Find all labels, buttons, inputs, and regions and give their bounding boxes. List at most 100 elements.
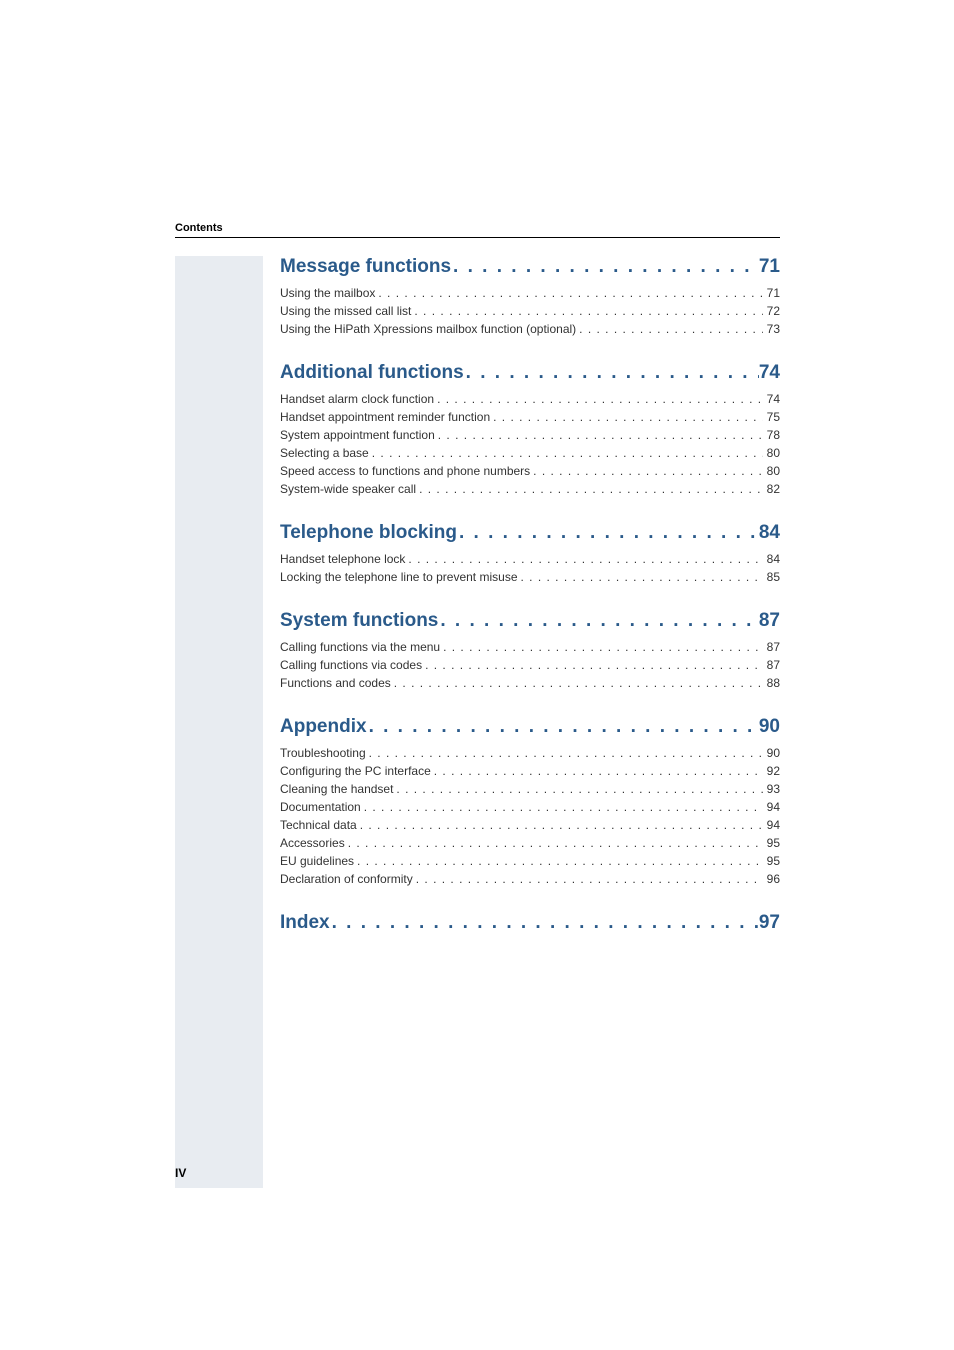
section-heading[interactable]: Telephone blocking . . . . . . . . . . .… xyxy=(280,522,780,544)
toc-entry[interactable]: Using the missed call list . . . . . . .… xyxy=(280,302,780,320)
section-page: 87 xyxy=(759,610,780,632)
toc-entry[interactable]: System appointment function . . . . . . … xyxy=(280,426,780,444)
entry-leader-dots: . . . . . . . . . . . . . . . . . . . . … xyxy=(411,302,762,320)
section-heading[interactable]: System functions . . . . . . . . . . . .… xyxy=(280,610,780,632)
section-title: Message functions xyxy=(280,256,451,278)
entry-page: 92 xyxy=(763,762,780,780)
entry-title: Troubleshooting xyxy=(280,744,366,762)
toc-section: Message functions . . . . . . . . . . . … xyxy=(280,256,780,338)
entry-title: Handset telephone lock xyxy=(280,550,405,568)
toc-entry[interactable]: Cleaning the handset . . . . . . . . . .… xyxy=(280,780,780,798)
entry-leader-dots: . . . . . . . . . . . . . . . . . . . . … xyxy=(375,284,762,302)
page-number: IV xyxy=(175,1166,186,1180)
section-heading[interactable]: Index . . . . . . . . . . . . . . . . . … xyxy=(280,912,780,934)
entry-title: Documentation xyxy=(280,798,361,816)
entry-title: Declaration of conformity xyxy=(280,870,413,888)
entry-leader-dots: . . . . . . . . . . . . . . . . . . . . … xyxy=(345,834,763,852)
section-page: 71 xyxy=(759,256,780,278)
entry-leader-dots: . . . . . . . . . . . . . . . . . . . . … xyxy=(422,656,763,674)
entry-leader-dots: . . . . . . . . . . . . . . . . . . . . … xyxy=(431,762,763,780)
entry-title: Functions and codes xyxy=(280,674,391,692)
toc-entry[interactable]: Using the mailbox . . . . . . . . . . . … xyxy=(280,284,780,302)
section-heading[interactable]: Appendix . . . . . . . . . . . . . . . .… xyxy=(280,716,780,738)
entry-page: 85 xyxy=(763,568,780,586)
entry-page: 71 xyxy=(763,284,780,302)
section-heading[interactable]: Message functions . . . . . . . . . . . … xyxy=(280,256,780,278)
entry-title: Locking the telephone line to prevent mi… xyxy=(280,568,518,586)
entry-leader-dots: . . . . . . . . . . . . . . . . . . . . … xyxy=(369,444,763,462)
entry-title: Cleaning the handset xyxy=(280,780,393,798)
entry-title: System-wide speaker call xyxy=(280,480,416,498)
toc-section: Appendix . . . . . . . . . . . . . . . .… xyxy=(280,716,780,888)
entry-leader-dots: . . . . . . . . . . . . . . . . . . . . … xyxy=(357,816,763,834)
toc-entry[interactable]: Declaration of conformity . . . . . . . … xyxy=(280,870,780,888)
toc-entry[interactable]: Functions and codes . . . . . . . . . . … xyxy=(280,674,780,692)
entry-page: 93 xyxy=(763,780,780,798)
entry-page: 72 xyxy=(763,302,780,320)
entry-title: Speed access to functions and phone numb… xyxy=(280,462,530,480)
toc-entry[interactable]: Configuring the PC interface . . . . . .… xyxy=(280,762,780,780)
entry-page: 82 xyxy=(763,480,780,498)
toc-entry[interactable]: Calling functions via codes . . . . . . … xyxy=(280,656,780,674)
entry-leader-dots: . . . . . . . . . . . . . . . . . . . . … xyxy=(354,852,763,870)
toc-entry[interactable]: Locking the telephone line to prevent mi… xyxy=(280,568,780,586)
entry-page: 87 xyxy=(763,638,780,656)
entry-page: 90 xyxy=(763,744,780,762)
toc-entry[interactable]: Technical data . . . . . . . . . . . . .… xyxy=(280,816,780,834)
header-label: Contents xyxy=(175,222,223,234)
entry-title: Accessories xyxy=(280,834,345,852)
section-title: Appendix xyxy=(280,716,367,738)
entry-leader-dots: . . . . . . . . . . . . . . . . . . . . … xyxy=(434,390,763,408)
section-page: 97 xyxy=(759,912,780,934)
entry-leader-dots: . . . . . . . . . . . . . . . . . . . . … xyxy=(576,320,762,338)
entry-title: System appointment function xyxy=(280,426,435,444)
section-title: Additional functions xyxy=(280,362,464,384)
toc-section: Additional functions . . . . . . . . . .… xyxy=(280,362,780,498)
toc-entry[interactable]: Documentation . . . . . . . . . . . . . … xyxy=(280,798,780,816)
toc-entry[interactable]: Calling functions via the menu . . . . .… xyxy=(280,638,780,656)
entry-page: 94 xyxy=(763,816,780,834)
section-leader-dots: . . . . . . . . . . . . . . . . . . . . … xyxy=(438,610,758,632)
section-leader-dots: . . . . . . . . . . . . . . . . . . . . … xyxy=(464,362,759,384)
entry-page: 95 xyxy=(763,834,780,852)
entry-page: 87 xyxy=(763,656,780,674)
entry-page: 80 xyxy=(763,444,780,462)
entry-page: 74 xyxy=(763,390,780,408)
entry-title: Calling functions via the menu xyxy=(280,638,440,656)
section-title: System functions xyxy=(280,610,438,632)
entry-title: Configuring the PC interface xyxy=(280,762,431,780)
header-rule xyxy=(175,237,780,238)
entry-title: Handset alarm clock function xyxy=(280,390,434,408)
section-page: 90 xyxy=(759,716,780,738)
toc-section: System functions . . . . . . . . . . . .… xyxy=(280,610,780,692)
entry-page: 78 xyxy=(763,426,780,444)
entry-leader-dots: . . . . . . . . . . . . . . . . . . . . … xyxy=(391,674,763,692)
entry-page: 95 xyxy=(763,852,780,870)
sidebar-band xyxy=(175,256,263,1188)
toc-entry[interactable]: Troubleshooting . . . . . . . . . . . . … xyxy=(280,744,780,762)
section-heading[interactable]: Additional functions . . . . . . . . . .… xyxy=(280,362,780,384)
toc-entry[interactable]: Speed access to functions and phone numb… xyxy=(280,462,780,480)
toc-entry[interactable]: EU guidelines . . . . . . . . . . . . . … xyxy=(280,852,780,870)
toc-section: Index . . . . . . . . . . . . . . . . . … xyxy=(280,912,780,934)
toc-entry[interactable]: Selecting a base . . . . . . . . . . . .… xyxy=(280,444,780,462)
section-leader-dots: . . . . . . . . . . . . . . . . . . . . … xyxy=(330,912,759,934)
entry-title: Calling functions via codes xyxy=(280,656,422,674)
toc-section: Telephone blocking . . . . . . . . . . .… xyxy=(280,522,780,586)
entry-leader-dots: . . . . . . . . . . . . . . . . . . . . … xyxy=(518,568,763,586)
entry-title: Using the mailbox xyxy=(280,284,375,302)
section-leader-dots: . . . . . . . . . . . . . . . . . . . . … xyxy=(367,716,759,738)
entry-leader-dots: . . . . . . . . . . . . . . . . . . . . … xyxy=(440,638,763,656)
toc-entry[interactable]: System-wide speaker call . . . . . . . .… xyxy=(280,480,780,498)
toc-entry[interactable]: Accessories . . . . . . . . . . . . . . … xyxy=(280,834,780,852)
toc-entry[interactable]: Handset telephone lock . . . . . . . . .… xyxy=(280,550,780,568)
entry-leader-dots: . . . . . . . . . . . . . . . . . . . . … xyxy=(393,780,762,798)
toc-entry[interactable]: Handset alarm clock function . . . . . .… xyxy=(280,390,780,408)
section-page: 84 xyxy=(759,522,780,544)
entry-page: 73 xyxy=(763,320,780,338)
entry-page: 88 xyxy=(763,674,780,692)
page-container: Contents Message functions . . . . . . .… xyxy=(0,0,954,1350)
toc-entry[interactable]: Using the HiPath Xpressions mailbox func… xyxy=(280,320,780,338)
section-title: Telephone blocking xyxy=(280,522,457,544)
toc-entry[interactable]: Handset appointment reminder function . … xyxy=(280,408,780,426)
